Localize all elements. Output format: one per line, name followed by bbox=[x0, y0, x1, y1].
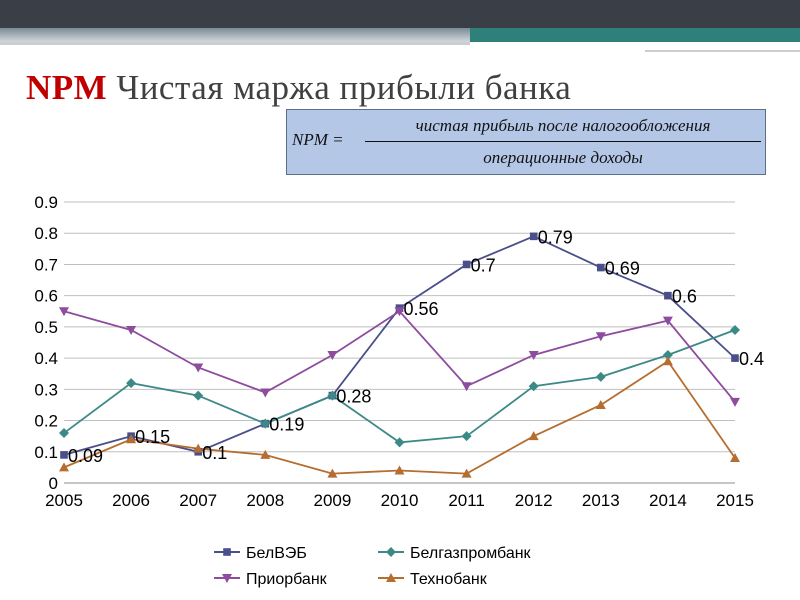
data-label: 0.28 bbox=[336, 387, 371, 407]
data-label: 0.1 bbox=[202, 443, 227, 463]
legend-label: Приорбанк bbox=[246, 571, 328, 588]
x-tick-label: 2015 bbox=[716, 491, 754, 510]
header-divider-line-right bbox=[645, 50, 800, 52]
y-tick-label: 0.6 bbox=[34, 287, 58, 306]
data-point bbox=[126, 434, 137, 444]
data-point bbox=[529, 232, 538, 241]
slide-title-abbr: NPM bbox=[26, 68, 108, 107]
formula-lhs: NPM = bbox=[292, 130, 344, 149]
data-point bbox=[730, 453, 740, 463]
x-tick-label: 2007 bbox=[179, 491, 217, 510]
data-point bbox=[461, 431, 472, 442]
data-point bbox=[462, 260, 471, 269]
data-point bbox=[60, 451, 68, 459]
y-tick-label: 0.7 bbox=[34, 255, 58, 274]
slide-title: NPM Чистая маржа прибыли банка bbox=[26, 68, 571, 108]
x-tick-label: 2012 bbox=[515, 491, 553, 510]
data-point bbox=[730, 397, 740, 407]
x-tick-label: 2006 bbox=[112, 491, 150, 510]
data-point bbox=[59, 428, 69, 439]
y-tick-label: 0.4 bbox=[34, 349, 58, 368]
x-tick-label: 2013 bbox=[582, 491, 620, 510]
data-point bbox=[260, 449, 271, 459]
data-point bbox=[461, 382, 472, 392]
data-label: 0.56 bbox=[404, 299, 439, 319]
data-point bbox=[193, 363, 204, 373]
x-tick-label: 2014 bbox=[649, 491, 687, 510]
data-point bbox=[662, 349, 673, 360]
y-tick-label: 0 bbox=[49, 474, 58, 493]
data-point bbox=[327, 350, 338, 360]
legend-marker bbox=[386, 547, 396, 557]
x-tick-label: 2010 bbox=[381, 491, 419, 510]
data-point bbox=[662, 356, 673, 366]
data-point bbox=[664, 291, 672, 300]
series-line bbox=[63, 329, 736, 444]
series-line bbox=[63, 310, 736, 403]
data-point bbox=[327, 468, 338, 478]
data-point bbox=[59, 462, 69, 472]
data-label: 0.69 bbox=[605, 259, 640, 279]
data-point bbox=[193, 390, 204, 401]
data-point bbox=[193, 443, 204, 453]
header-divider-line bbox=[0, 42, 470, 45]
y-tick-label: 0.5 bbox=[34, 318, 58, 337]
legend-label: БелВЭБ bbox=[246, 545, 307, 562]
data-point bbox=[595, 371, 606, 382]
data-point bbox=[528, 350, 539, 360]
data-label: 0.79 bbox=[538, 227, 573, 247]
legend-label: Белгазпромбанк bbox=[410, 545, 532, 562]
data-point bbox=[461, 468, 472, 478]
data-point bbox=[327, 390, 338, 401]
data-label: 0.15 bbox=[135, 427, 170, 447]
formula-numerator: чистая прибыль после налогообложения bbox=[415, 116, 711, 135]
data-label: 0.6 bbox=[672, 287, 697, 307]
data-point bbox=[59, 307, 69, 317]
y-tick-label: 0.1 bbox=[34, 443, 58, 462]
x-tick-label: 2011 bbox=[448, 491, 485, 510]
data-point bbox=[595, 399, 606, 409]
data-point bbox=[394, 307, 405, 317]
y-tick-label: 0.8 bbox=[34, 224, 58, 243]
series-line bbox=[63, 360, 736, 475]
slide-title-text: Чистая маржа прибыли банка bbox=[116, 68, 572, 107]
data-point bbox=[597, 263, 605, 272]
legend-marker bbox=[222, 574, 232, 583]
data-label: 0.7 bbox=[471, 255, 496, 275]
data-point bbox=[260, 388, 271, 398]
data-label: 0.09 bbox=[68, 446, 103, 466]
data-point bbox=[394, 465, 405, 475]
legend-label: Технобанк bbox=[410, 571, 488, 588]
npm-line-chart: 0 0.1 0.2 0.3 0.4 0.5 0.6 0.7 0.8 0.9 2005 2006 2007… bbox=[34, 193, 764, 588]
data-point bbox=[730, 325, 740, 336]
npm-formula-box: NPM = чистая прибыль после налогообложен… bbox=[286, 109, 766, 175]
data-point bbox=[595, 332, 606, 342]
formula-denominator: операционные доходы bbox=[483, 148, 643, 167]
y-tick-label: 0.3 bbox=[34, 380, 58, 399]
legend-marker bbox=[223, 548, 231, 556]
x-tick-label: 2009 bbox=[313, 491, 351, 510]
data-point bbox=[528, 431, 539, 441]
data-point bbox=[260, 418, 271, 429]
data-point bbox=[394, 437, 405, 448]
formula-fraction-bar bbox=[365, 141, 761, 142]
y-tick-label: 0.9 bbox=[34, 193, 58, 212]
x-tick-label: 2005 bbox=[45, 491, 83, 510]
header-teal-stripe bbox=[470, 28, 800, 42]
x-tick-label: 2008 bbox=[246, 491, 284, 510]
data-point bbox=[126, 378, 137, 389]
data-point bbox=[731, 354, 739, 362]
data-point bbox=[528, 381, 539, 392]
data-point bbox=[126, 326, 137, 336]
data-point bbox=[662, 316, 673, 326]
data-label: 0.4 bbox=[739, 349, 764, 369]
data-label: 0.19 bbox=[269, 415, 304, 435]
legend-marker bbox=[386, 573, 396, 582]
slide-header-band bbox=[0, 0, 800, 52]
y-tick-label: 0.2 bbox=[34, 412, 58, 431]
